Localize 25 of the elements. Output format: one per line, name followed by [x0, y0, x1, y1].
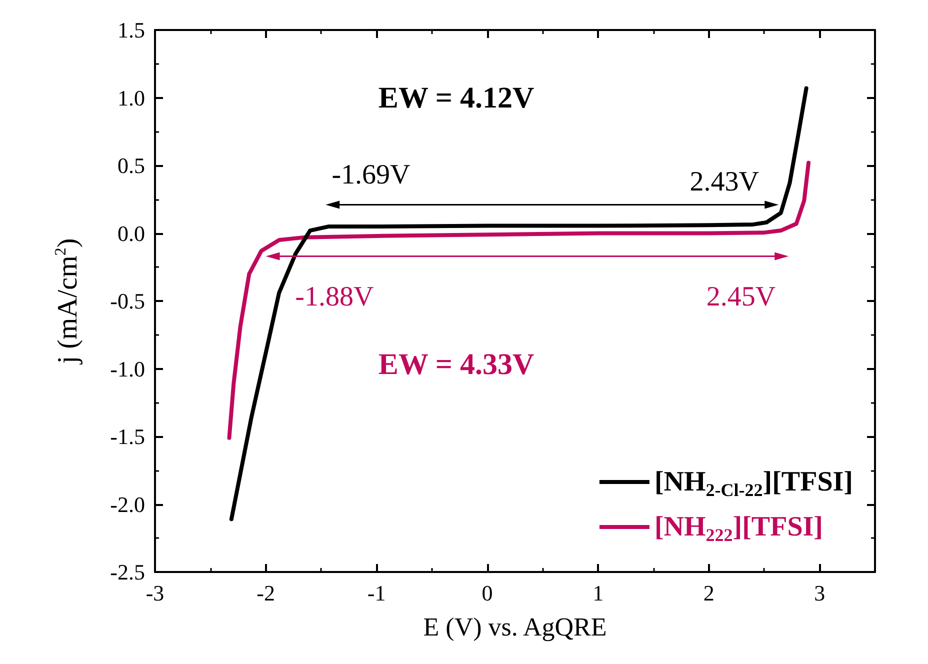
y-tick-label: 0.5 [118, 153, 145, 178]
y-tick-label: 1.0 [118, 85, 145, 110]
annotation: 2.43V [690, 166, 759, 198]
y-tick-label: 1.5 [118, 18, 145, 42]
annotation: 2.45V [706, 281, 776, 312]
y-tick-label: -1.5 [110, 424, 145, 449]
y-tick-label: -2.5 [110, 560, 145, 584]
x-tick-label: 3 [814, 580, 826, 606]
x-tick-label: -2 [256, 580, 275, 606]
x-tick-label: 1 [592, 580, 604, 606]
y-tick-label: -2.0 [110, 492, 145, 517]
x-axis-title: E (V) vs. AgQRE [423, 612, 607, 642]
x-tick-label: 2 [703, 580, 714, 606]
x-tick-label: 0 [482, 580, 493, 606]
line-series [227, 160, 811, 440]
y-tick-label: -0.5 [110, 288, 145, 314]
annotation: -1.88V [295, 281, 374, 312]
annotation: EW = 4.33V [378, 348, 534, 382]
x-tick-label: -3 [146, 580, 164, 606]
y-tick-label: -1.0 [110, 356, 145, 382]
y-tick-label: 0.0 [118, 220, 145, 246]
annotation: EW = 4.12V [378, 81, 534, 114]
y-axis-title: j (mA/cm2) [52, 238, 84, 365]
annotation: -1.69V [332, 159, 410, 190]
x-tick-label: -1 [367, 580, 386, 606]
